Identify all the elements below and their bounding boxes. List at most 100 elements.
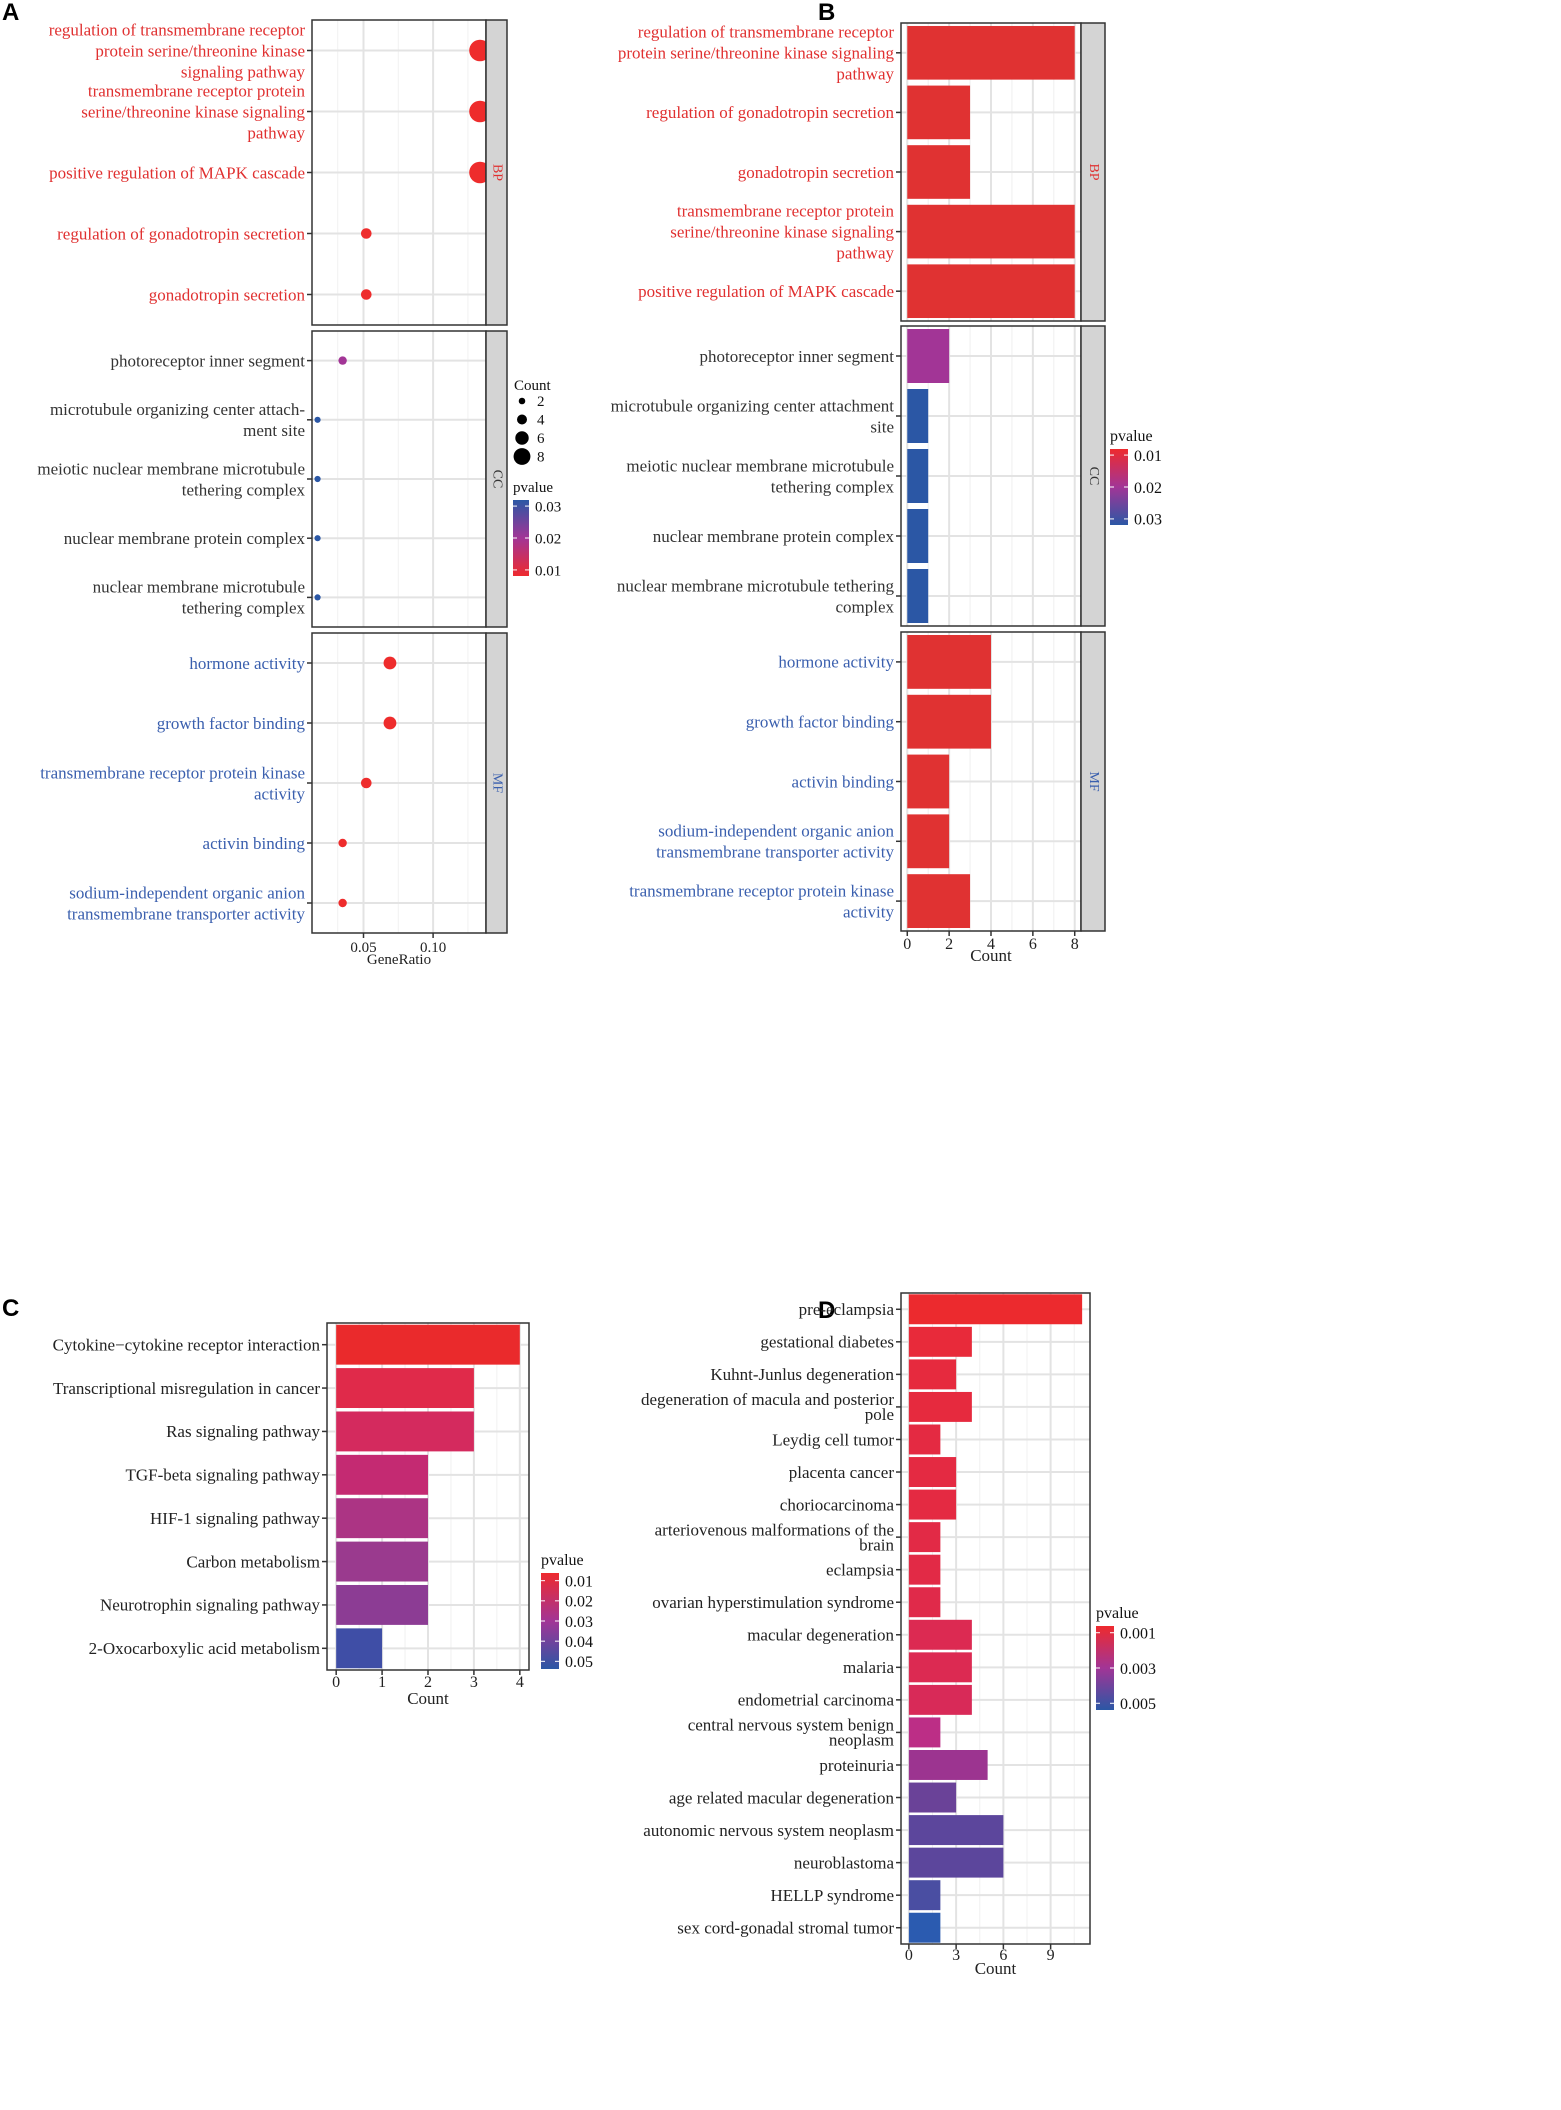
color-legend-label: 0.04 (565, 1634, 593, 1651)
bar (907, 25, 1075, 80)
x-tick-label: 3 (952, 1947, 960, 1964)
data-point (360, 228, 372, 239)
category-label: macular degeneration (747, 1626, 894, 1645)
x-tick-label: 0 (332, 1674, 340, 1691)
x-axis-title: Count (970, 946, 1012, 965)
facet-strip (1080, 631, 1106, 932)
category-label: Leydig cell tumor (772, 1430, 894, 1449)
category-label: hormone activity (778, 653, 894, 672)
bar (908, 1424, 941, 1455)
size-legend-key (513, 448, 531, 465)
color-legend-title: pvalue (513, 480, 553, 496)
bar (907, 874, 971, 929)
category-label: activin binding (203, 834, 306, 853)
category-label: Kuhnt-Junlus degeneration (710, 1365, 894, 1384)
panel-letter: D (818, 1297, 835, 1324)
bar (908, 1587, 941, 1618)
category-label: transmembrane receptor protein kinase (40, 763, 305, 782)
category-label: microtubule organizing center attach- (50, 400, 305, 419)
category-label: activity (254, 784, 305, 803)
bar (908, 1522, 941, 1553)
panel-background (901, 1293, 1090, 1944)
x-tick-label: 2 (945, 936, 953, 953)
category-label: malaria (843, 1658, 894, 1677)
category-label: nuclear membrane protein complex (653, 527, 895, 546)
x-axis-title: GeneRatio (367, 952, 431, 968)
bar (908, 1750, 988, 1780)
panel-border (900, 1292, 1091, 1945)
color-legend-title: pvalue (1096, 1605, 1139, 1622)
bar (336, 1411, 474, 1452)
color-legend-label: 0.01 (1134, 448, 1162, 465)
category-label: endometrial carcinoma (738, 1691, 895, 1710)
category-label: 2-Oxocarboxylic acid metabolism (89, 1639, 320, 1658)
category-label: HELLP syndrome (770, 1886, 894, 1905)
bar (908, 1717, 941, 1748)
bar (907, 814, 950, 869)
bar (336, 1584, 428, 1625)
category-label: protein serine/threonine kinase (95, 41, 305, 60)
data-point (314, 594, 321, 601)
category-label: regulation of gonadotropin secretion (57, 224, 305, 243)
size-legend-label: 2 (537, 394, 545, 410)
facet-strip (1080, 325, 1106, 627)
bar (908, 1782, 957, 1813)
x-tick-label: 1 (378, 1674, 386, 1691)
color-legend-label: 0.003 (1120, 1661, 1156, 1678)
data-point (314, 416, 321, 423)
category-label: choriocarcinoma (780, 1495, 895, 1514)
category-label: regulation of gonadotropin secretion (646, 103, 894, 122)
facet-label: BP (489, 164, 504, 181)
size-legend-label: 8 (537, 450, 545, 466)
bar (907, 389, 929, 443)
data-point (383, 656, 397, 670)
color-legend-label: 0.03 (1134, 512, 1162, 529)
category-label: neuroblastoma (794, 1853, 895, 1872)
bar (907, 85, 971, 140)
x-tick-label: 4 (516, 1674, 524, 1691)
data-point (314, 535, 321, 542)
category-label: sodium-independent organic anion (658, 822, 894, 841)
category-label: protein serine/threonine kinase signalin… (618, 44, 895, 63)
category-label: Carbon metabolism (186, 1552, 320, 1571)
bar (336, 1324, 520, 1365)
category-label: signaling pathway (181, 62, 306, 81)
category-label: photoreceptor inner segment (111, 351, 306, 370)
category-label: pathway (836, 243, 894, 262)
size-legend-key (515, 431, 529, 445)
bar (908, 1847, 1004, 1878)
bar (336, 1498, 428, 1539)
panel-letter: B (818, 0, 835, 26)
color-legend-title: pvalue (1110, 428, 1153, 445)
category-label: transmembrane receptor protein kinase (629, 881, 894, 900)
category-label: transmembrane receptor protein (677, 201, 895, 220)
category-label: arteriovenous malformations of the (655, 1520, 894, 1539)
category-label: activity (843, 902, 894, 921)
bar (908, 1489, 957, 1520)
data-point (383, 716, 397, 730)
data-point (338, 356, 347, 365)
bar (907, 569, 929, 623)
category-label: Transcriptional misregulation in cancer (53, 1379, 320, 1398)
category-label: tethering complex (182, 480, 306, 499)
category-label: nuclear membrane microtubule (93, 578, 305, 597)
category-label: eclampsia (826, 1560, 894, 1579)
category-label: TGF-beta signaling pathway (125, 1466, 320, 1485)
facet-label: CC (489, 470, 504, 489)
bar (908, 1326, 972, 1357)
category-label: microtubule organizing center attachment (611, 396, 895, 415)
bar (907, 145, 971, 199)
color-legend-bar (1110, 449, 1128, 525)
x-tick-label: 3 (470, 1674, 478, 1691)
bar (908, 1359, 957, 1390)
bar (908, 1815, 1004, 1846)
category-label: meiotic nuclear membrane microtubule (37, 459, 305, 478)
bar (908, 1652, 972, 1683)
facet-strip (1080, 22, 1106, 322)
size-legend-label: 6 (537, 431, 545, 447)
category-label: HIF-1 signaling pathway (150, 1509, 320, 1528)
category-label: proteinuria (819, 1756, 894, 1775)
color-legend-label: 0.001 (1120, 1625, 1156, 1642)
category-label: pre-eclampsia (799, 1300, 895, 1319)
bar (908, 1684, 972, 1715)
